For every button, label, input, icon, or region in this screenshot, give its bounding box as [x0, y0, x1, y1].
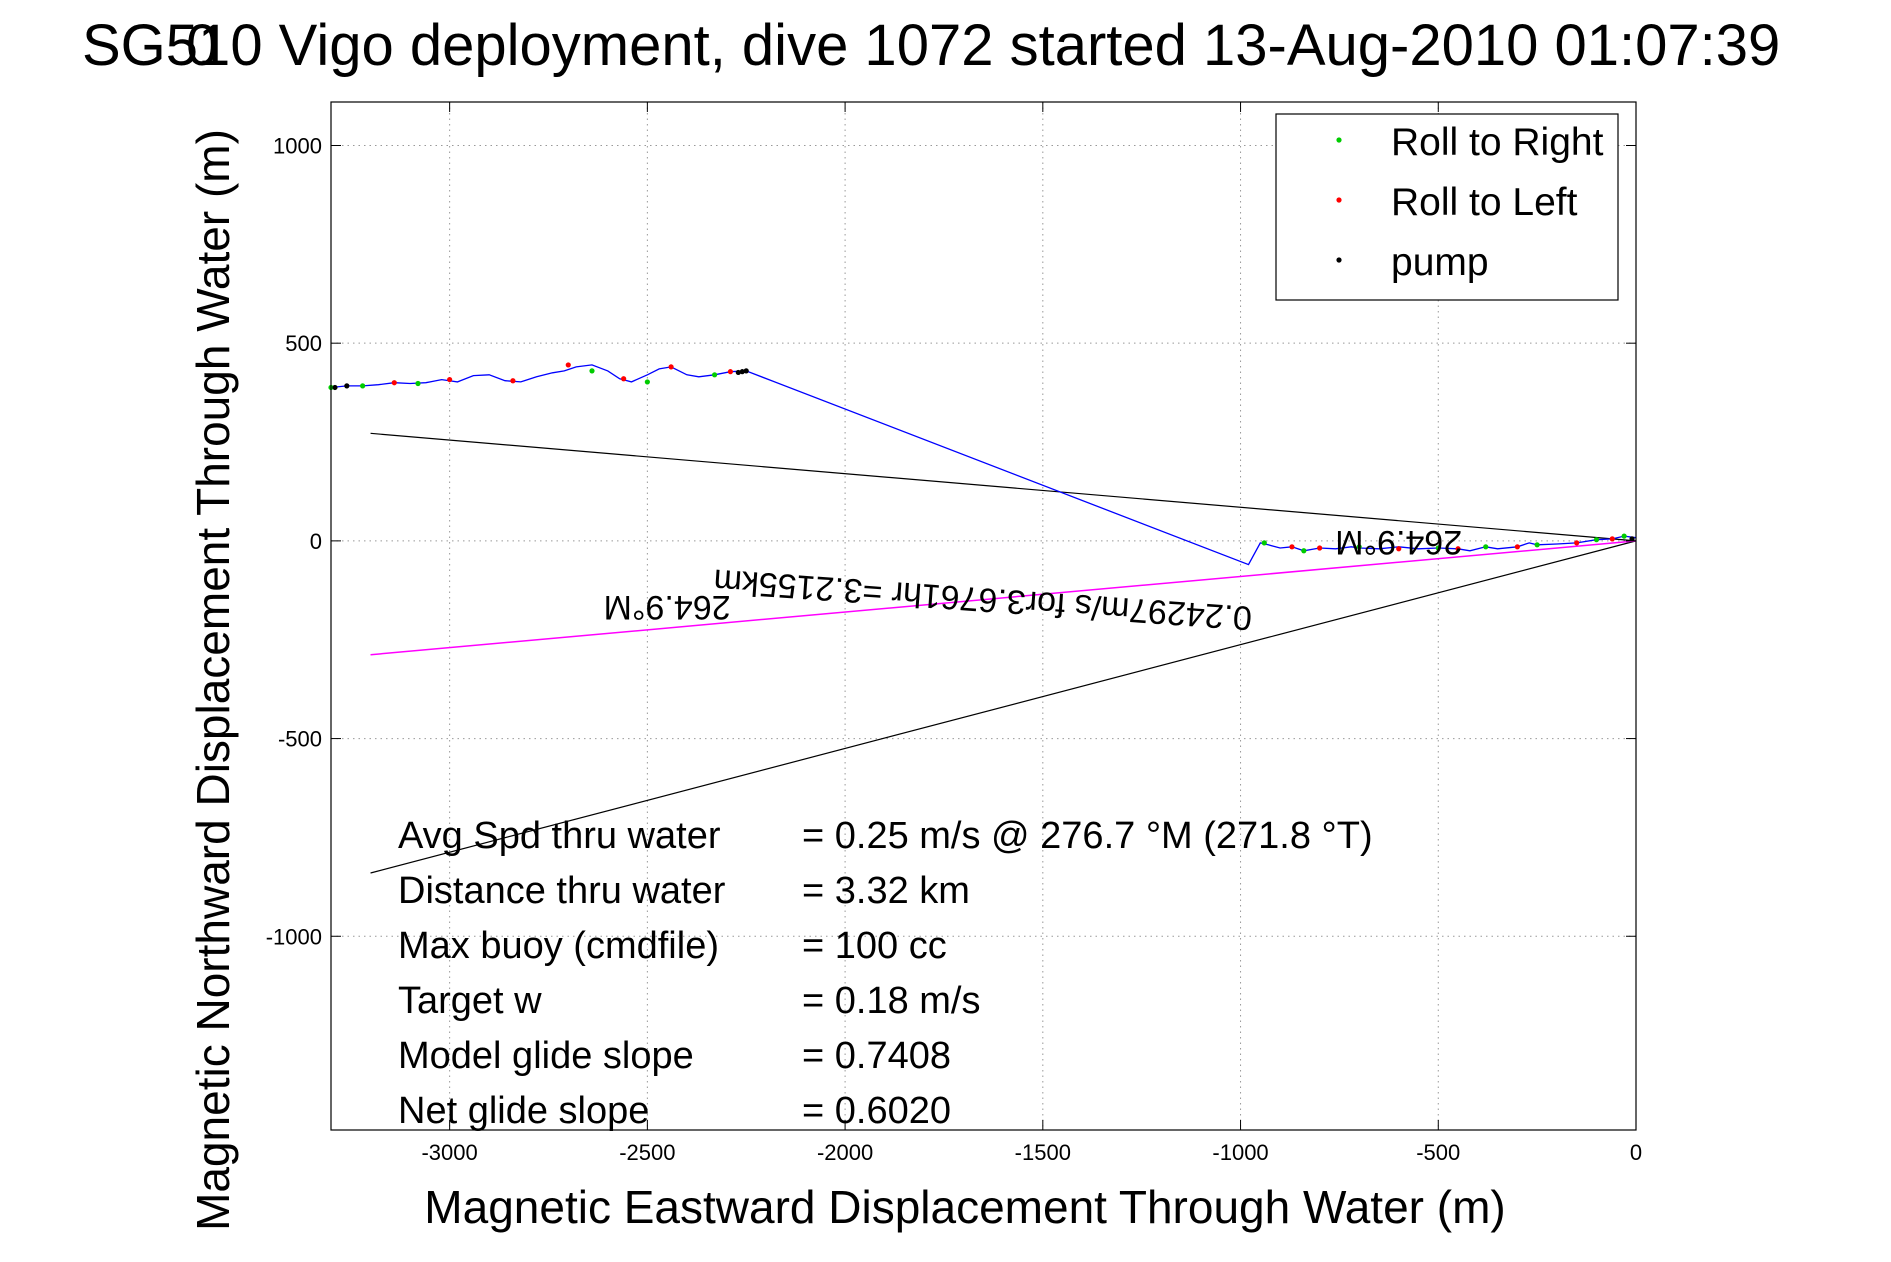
- roll-left-point: [621, 376, 627, 382]
- roll-right-point: [415, 380, 421, 387]
- roll-right-point: [1621, 533, 1627, 539]
- info-label: Avg Spd thru water: [398, 815, 721, 857]
- pump-point: [332, 384, 338, 391]
- info-label: Model glide slope: [398, 1035, 694, 1077]
- axis-ticks: -3000 -2500 -2000 -1500 -1000 -500 0 1000 500 0 -5…: [266, 102, 1642, 1165]
- info-label: Distance thru water: [398, 870, 726, 912]
- x-tick-label: -1000: [1212, 1140, 1268, 1165]
- legend-entry-label: pump: [1391, 241, 1489, 284]
- roll-left-point: [668, 364, 674, 370]
- heading-annotation: 264.9°M: [1335, 523, 1462, 561]
- legend-marker: [1336, 257, 1342, 263]
- info-value: = 100 cc: [802, 925, 947, 967]
- roll-left-point: [1514, 544, 1520, 550]
- roll-right-point: [1534, 542, 1540, 548]
- pump-point: [1629, 536, 1635, 542]
- roll-left-point: [1396, 546, 1402, 552]
- info-value: = 0.7408: [802, 1035, 951, 1077]
- roll-left-point: [391, 380, 397, 386]
- y-tick-label: -1000: [266, 924, 322, 949]
- x-tick-label: -3000: [421, 1140, 477, 1165]
- roll-left-point: [1574, 540, 1580, 546]
- x-axis-label: Magnetic Eastward Displacement Through W…: [424, 1181, 1505, 1233]
- legend-box: [1275, 113, 1619, 301]
- x-tick-label: -2000: [817, 1140, 873, 1165]
- info-label: Target w: [398, 980, 542, 1022]
- y-tick-label: 1000: [273, 133, 322, 158]
- pump-point: [739, 369, 745, 375]
- black-reference-line: [370, 540, 1637, 874]
- y-axis-label: Magnetic Northward Displacement Through …: [187, 129, 239, 1231]
- pump-point: [743, 368, 749, 374]
- roll-and-pump-points: [328, 362, 1635, 554]
- plot-frame: [330, 101, 1637, 1131]
- y-tick-label: -500: [278, 727, 322, 752]
- y-tick-label: 500: [285, 331, 322, 356]
- legend-entry-label: Roll to Right: [1391, 121, 1604, 164]
- info-label: Net glide slope: [398, 1090, 649, 1132]
- info-value: = 0.18 m/s: [802, 980, 980, 1022]
- roll-right-point: [1483, 544, 1489, 550]
- roll-right-point: [589, 368, 595, 374]
- roll-right-point: [1593, 537, 1600, 543]
- roll-left-point: [727, 369, 734, 375]
- chart-title-overlap: 0: [186, 13, 218, 78]
- roll-right-point: [1261, 540, 1267, 546]
- legend-marker: [1336, 137, 1342, 143]
- info-value: = 3.32 km: [802, 870, 970, 912]
- roll-left-point: [510, 378, 516, 384]
- info-panel: Avg Spd thru water = 0.25 m/s @ 276.7 °M …: [398, 815, 1373, 1132]
- info-label: Max buoy (cmdfile): [398, 925, 719, 967]
- x-tick-label: -500: [1416, 1140, 1460, 1165]
- reference-lines: [370, 432, 1637, 874]
- info-value: = 0.25 m/s @ 276.7 °M (271.8 °T): [802, 815, 1373, 857]
- legend-entry-label: Roll to Left: [1391, 181, 1578, 224]
- roll-right-point: [644, 379, 650, 385]
- roll-right-point: [1435, 545, 1441, 551]
- legend-marker: [1336, 197, 1342, 203]
- roll-right-point: [360, 383, 366, 389]
- info-value: = 0.6020: [802, 1090, 951, 1132]
- y-tick-label: 0: [310, 529, 322, 554]
- pump-point: [344, 383, 350, 389]
- roll-right-point: [1301, 548, 1307, 554]
- roll-left-point: [565, 362, 571, 368]
- black-reference-line: [370, 432, 1637, 542]
- roll-left-point: [1455, 546, 1461, 552]
- x-tick-label: 0: [1630, 1140, 1642, 1165]
- roll-right-point: [1356, 544, 1362, 550]
- roll-left-point: [447, 376, 453, 383]
- legend: Roll to Right Roll to Left pump: [1275, 113, 1619, 301]
- roll-left-point: [1317, 545, 1323, 551]
- chart-title: SG510 Vigo deployment, dive 1072 started…: [82, 13, 1780, 78]
- x-tick-label: -1500: [1015, 1140, 1071, 1165]
- roll-left-point: [1609, 536, 1615, 542]
- pump-point: [735, 369, 741, 376]
- x-tick-label: -2500: [619, 1140, 675, 1165]
- roll-left-point: [1289, 544, 1295, 550]
- roll-right-point: [711, 372, 718, 378]
- heading-annotation: 264.9°M: [604, 588, 731, 626]
- magenta-heading-line: [370, 540, 1637, 656]
